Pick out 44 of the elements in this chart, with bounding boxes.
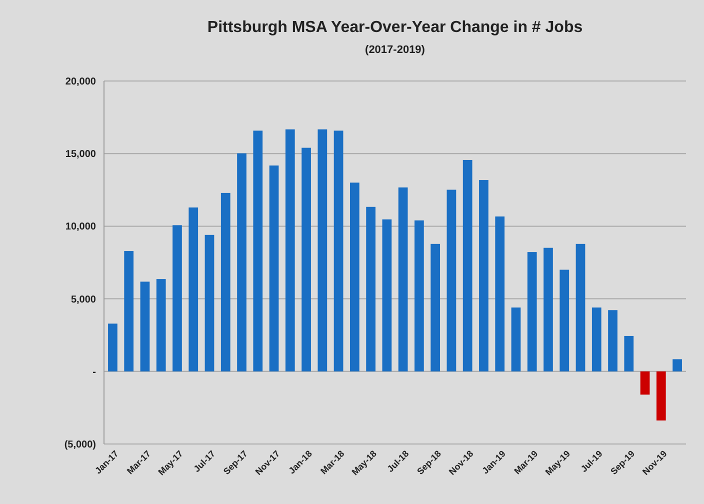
bar: [108, 324, 118, 372]
bar: [156, 279, 166, 372]
bar: [479, 180, 488, 372]
bar: [656, 371, 666, 420]
bar: [462, 160, 472, 372]
bar: [430, 244, 440, 372]
bar: [302, 148, 311, 372]
bar: [366, 206, 376, 372]
bar: [640, 371, 650, 395]
bar: [124, 251, 134, 372]
bar: [527, 252, 537, 372]
bar: [624, 336, 634, 372]
bar: [334, 130, 344, 372]
bar: [495, 216, 505, 372]
bar: [188, 207, 198, 372]
chart-title: Pittsburgh MSA Year-Over-Year Change in # Jobs: [207, 19, 583, 36]
chart-subtitle: (2017-2019): [365, 44, 426, 56]
bar: [382, 219, 392, 372]
bar: [220, 192, 230, 372]
y-tick-label: 20,000: [65, 76, 96, 88]
bar: [544, 248, 553, 372]
bar: [253, 130, 263, 372]
bar: [446, 190, 456, 372]
bar: [237, 153, 246, 372]
bar: [608, 310, 618, 372]
bar: [592, 308, 602, 372]
bar: [672, 359, 682, 372]
y-tick-label: -: [92, 366, 96, 378]
bar: [140, 282, 150, 372]
y-tick-label: 5,000: [70, 294, 96, 306]
bar: [172, 225, 182, 372]
bar: [204, 234, 214, 372]
y-tick-label: 15,000: [65, 149, 96, 160]
bar: [511, 308, 521, 372]
bar: [414, 220, 424, 372]
bar: [318, 129, 328, 372]
bar: [269, 166, 279, 372]
bar: [285, 129, 295, 372]
bar: [350, 182, 360, 372]
bar: [576, 244, 586, 372]
bar: [560, 270, 570, 372]
bar: [398, 187, 408, 372]
y-tick-label: (5,000): [64, 440, 96, 450]
y-tick-label: 10,000: [65, 222, 96, 233]
